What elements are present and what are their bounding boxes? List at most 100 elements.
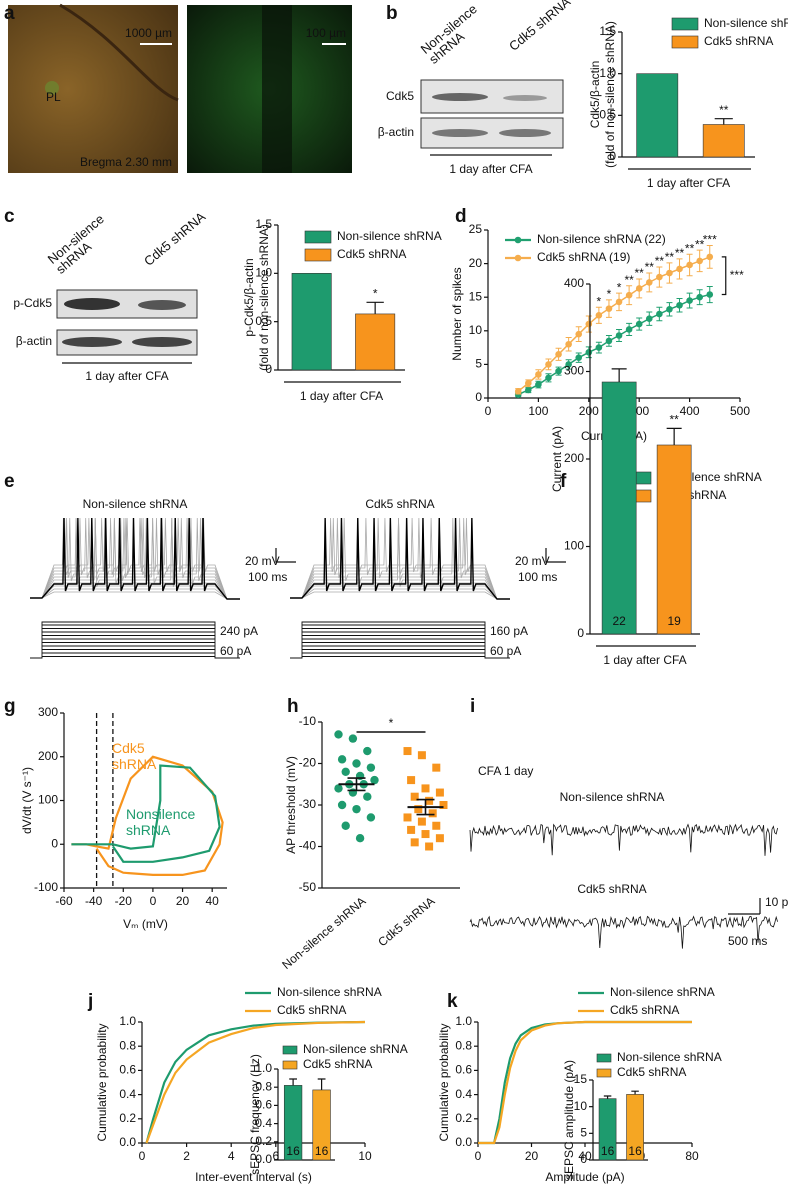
- bar: [636, 73, 679, 158]
- point: [417, 817, 426, 826]
- y-tick-label: 0: [475, 390, 482, 404]
- panel-label: f: [560, 471, 567, 492]
- bar: [601, 381, 637, 635]
- star-label: **: [645, 260, 655, 274]
- x-tick-label: -20: [115, 894, 133, 908]
- bregma-label: Bregma 2.30 mm: [80, 155, 172, 169]
- scale-label: 100 µm: [306, 26, 346, 40]
- scale-label: 20 mV: [245, 554, 280, 568]
- y-tick-label: -50: [299, 880, 317, 894]
- sem-bar: [347, 777, 366, 792]
- marker: [525, 386, 532, 394]
- x-tick-label: 80: [685, 1149, 699, 1163]
- marker: [595, 312, 603, 319]
- point: [417, 751, 426, 760]
- marker: [585, 349, 593, 356]
- panel-label: j: [87, 991, 93, 1012]
- x-tick-label: 10: [358, 1149, 372, 1163]
- point: [432, 763, 441, 772]
- y-tick-label: 200: [564, 451, 584, 465]
- row-label: β-actin: [16, 334, 52, 348]
- x-tick-label: 0: [485, 404, 492, 418]
- y-tick-label: 0.0: [455, 1135, 472, 1149]
- blot-band: [64, 298, 120, 310]
- blot-band: [499, 129, 551, 137]
- category-label: Cdk5 shRNA: [375, 894, 437, 949]
- star-label: ***: [703, 233, 717, 247]
- legend-swatch: [304, 230, 332, 244]
- panel-label: k: [447, 991, 458, 1012]
- marker: [666, 305, 673, 313]
- x-axis-label: Amplitude (pA): [545, 1170, 624, 1184]
- current-steps: [290, 621, 510, 659]
- legend-label: Non-silence shRNA (22): [537, 232, 666, 246]
- x-tick-label: 0: [139, 1149, 146, 1163]
- region-label: PL: [46, 90, 61, 104]
- marker: [656, 273, 663, 281]
- scale-label: 500 ms: [728, 934, 767, 948]
- y-tick-label: 0: [609, 149, 616, 163]
- y-axis-label: Current (pA): [550, 426, 564, 492]
- category-label: Non-silence shRNA: [279, 894, 368, 972]
- marker: [625, 291, 633, 299]
- bar: [291, 273, 332, 371]
- point: [425, 796, 434, 805]
- y-axis-label: (fold of non-silence shRNA): [257, 224, 271, 371]
- marker: [635, 285, 643, 292]
- marker: [686, 297, 693, 304]
- legend-marker: [514, 254, 522, 262]
- y-tick-label: 0.2: [119, 1111, 136, 1125]
- marker: [535, 371, 542, 378]
- y-tick-label: 1.0: [119, 1014, 136, 1028]
- trace-title: Non-silence shRNA: [560, 790, 665, 804]
- y-tick-label: -40: [299, 839, 317, 853]
- x-tick-label: 400: [680, 404, 700, 418]
- y-tick-label: 10: [469, 323, 483, 337]
- marker: [585, 320, 593, 328]
- point: [334, 784, 343, 793]
- y-tick-label: 5: [475, 357, 482, 371]
- legend-swatch: [671, 35, 699, 49]
- condition-label: 1 day after CFA: [449, 162, 532, 176]
- trace-title: Cdk5 shRNA: [577, 882, 646, 896]
- series-line: [145, 1020, 366, 1144]
- x-tick-label: 20: [525, 1149, 539, 1163]
- y-tick-label: 1.0: [599, 66, 616, 80]
- y-tick-label: 1.0: [255, 266, 272, 280]
- marker: [706, 253, 714, 261]
- panel-label: d: [455, 206, 467, 227]
- point: [341, 821, 350, 830]
- n-label: 16: [628, 1144, 642, 1158]
- legend-swatch: [671, 17, 699, 31]
- series-line: [517, 256, 711, 392]
- star-label: **: [665, 250, 675, 264]
- star-label: **: [675, 246, 685, 260]
- marker: [676, 265, 683, 273]
- series-line: [478, 1020, 692, 1145]
- marker: [525, 379, 532, 387]
- y-axis-label: Cumulative probability: [95, 1023, 109, 1141]
- star-label: **: [685, 241, 695, 255]
- blot-band: [432, 93, 488, 101]
- significance: **: [669, 413, 679, 427]
- voltage-trace: [290, 588, 510, 600]
- step-label: 240 pA: [220, 624, 258, 638]
- y-tick-label: 20: [469, 256, 483, 270]
- y-tick-label: 0: [265, 362, 272, 376]
- y-axis-label: dV/dt (V s⁻¹): [20, 767, 34, 834]
- marker: [514, 387, 522, 395]
- step-label: 60 pA: [220, 644, 251, 658]
- legend-swatch: [282, 1045, 298, 1055]
- marker: [706, 291, 714, 298]
- x-tick-label: 100: [528, 404, 548, 418]
- n-label: 16: [601, 1144, 615, 1158]
- marker: [605, 337, 613, 345]
- marker: [686, 261, 693, 269]
- point: [428, 809, 437, 818]
- x-tick-label: 4: [228, 1149, 235, 1163]
- y-tick-label: 0.0: [255, 1152, 272, 1166]
- y-tick-label: -10: [299, 714, 317, 728]
- y-tick-label: 1.0: [455, 1014, 472, 1028]
- y-tick-label: 15: [469, 289, 483, 303]
